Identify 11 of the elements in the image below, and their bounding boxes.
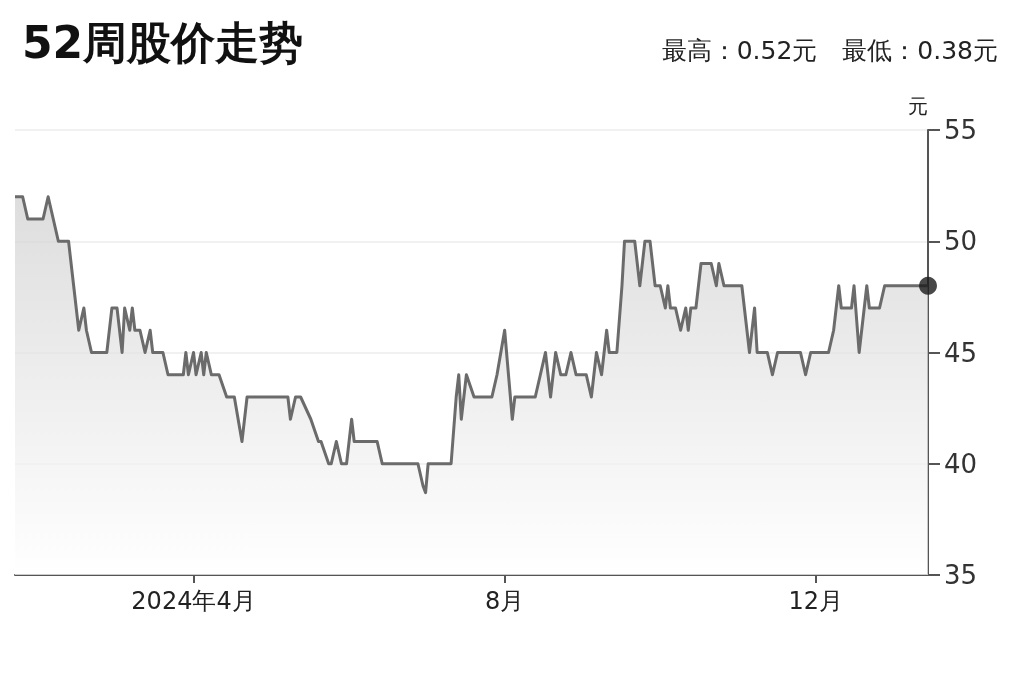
x-tick-label: 12月 (788, 587, 844, 615)
y-axis-title: 元 (908, 95, 928, 117)
y-tick-label: 55 (944, 115, 978, 145)
x-tick-label: 2024年4月 (131, 587, 256, 615)
y-tick-label: 50 (944, 226, 978, 257)
y-tick-label: 45 (944, 337, 978, 368)
y-tick-label: 40 (944, 448, 978, 479)
y-tick-label: 35 (944, 560, 978, 590)
x-tick-label: 8月 (485, 587, 525, 615)
chart-subtitle: 最高：0.52元 最低：0.38元 (661, 35, 998, 67)
chart-title: 52周股价走势 (22, 16, 304, 70)
